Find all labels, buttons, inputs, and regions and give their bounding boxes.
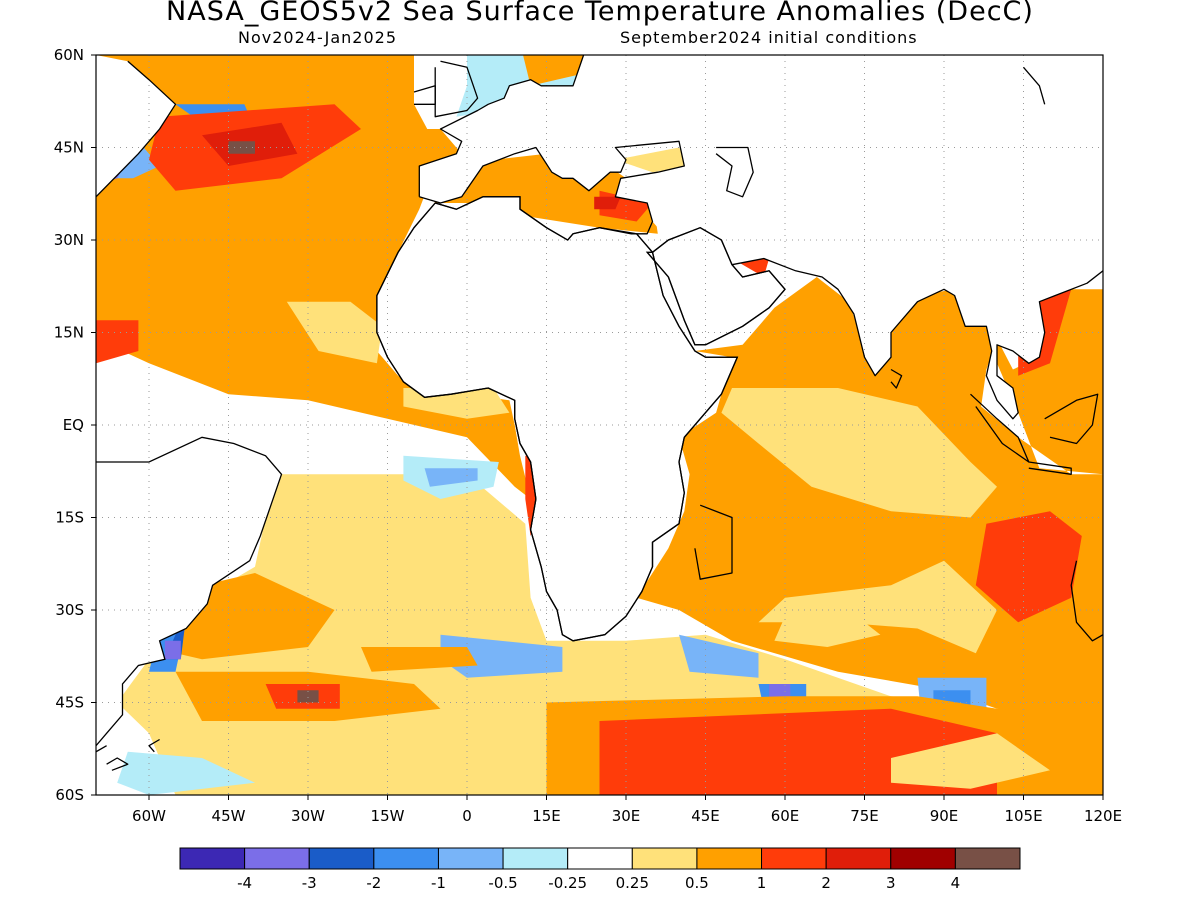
y-tick-label: 30N xyxy=(54,231,84,249)
coastline xyxy=(96,60,177,198)
coastline xyxy=(148,738,160,753)
coastline xyxy=(645,226,786,346)
coastline xyxy=(106,757,129,771)
y-tick-label: 60S xyxy=(55,786,84,804)
colorbar-label: 0.5 xyxy=(685,874,709,892)
anomaly-region xyxy=(758,560,997,654)
y-tick-label: EQ xyxy=(63,416,84,434)
anomaly-region xyxy=(975,511,1082,623)
coastline xyxy=(1070,560,1103,642)
x-tick-label: 45W xyxy=(212,807,246,825)
anomaly-region xyxy=(615,147,690,173)
x-tick-label: 105E xyxy=(1004,807,1042,825)
colorbar: -4 -3 -2 -1 -0.5 -0.25 0.25 0.5 1 2 3 4 xyxy=(179,847,1021,892)
colorbar-label: -0.25 xyxy=(548,874,587,892)
initial-conditions: September2024 initial conditions xyxy=(620,28,918,47)
x-tick-label: 120E xyxy=(1084,807,1122,825)
coastline xyxy=(1028,461,1072,475)
coastline xyxy=(413,85,436,105)
coastline xyxy=(1044,393,1099,445)
land-area xyxy=(647,227,785,345)
y-tick-label: 60N xyxy=(54,46,84,64)
land-area xyxy=(96,55,176,197)
colorbar-swatch xyxy=(502,847,569,870)
x-tick-label: 75E xyxy=(850,807,879,825)
x-tick-label: 15W xyxy=(371,807,405,825)
anomaly-region xyxy=(774,610,881,647)
colorbar-label: -3 xyxy=(302,874,317,892)
colorbar-swatch xyxy=(696,847,763,870)
longitude-axis: 60W 45W 30W 15W 0 15E 30E 45E 60E 75E 90E 105E 120E xyxy=(132,795,1122,825)
coastline xyxy=(715,146,754,198)
colorbar-swatch xyxy=(761,847,827,870)
anomaly-region xyxy=(117,751,255,795)
y-tick-label: 30S xyxy=(55,601,84,619)
coastline xyxy=(970,393,1030,463)
coastlines xyxy=(96,55,1103,771)
coastline xyxy=(96,436,283,747)
anomaly-region xyxy=(424,468,478,487)
colorbar-label: 4 xyxy=(951,874,961,892)
y-tick-label: 45N xyxy=(54,139,84,157)
anomaly-region xyxy=(286,301,383,364)
anomaly-region xyxy=(594,196,621,210)
colorbar-swatch xyxy=(437,847,504,870)
x-tick-label: 45E xyxy=(691,807,720,825)
colorbar-swatch xyxy=(567,847,633,870)
land-area xyxy=(96,437,282,746)
colorbar-label: 2 xyxy=(821,874,831,892)
anomaly-region xyxy=(164,640,181,660)
colorbar-swatch xyxy=(631,847,698,870)
anomaly-region xyxy=(440,634,563,678)
colorbar-swatch xyxy=(954,847,1021,870)
anomaly-region xyxy=(228,141,255,154)
x-tick-label: 30E xyxy=(612,807,641,825)
coastline xyxy=(434,60,479,118)
forecast-period: Nov2024-Jan2025 xyxy=(238,28,397,47)
land-area xyxy=(419,55,1103,419)
coastline xyxy=(376,196,739,642)
colorbar-label: -1 xyxy=(431,874,446,892)
x-tick-label: 0 xyxy=(462,807,472,825)
coastline xyxy=(890,368,903,389)
anomaly-region xyxy=(297,690,319,703)
colorbar-swatch xyxy=(825,847,892,870)
x-tick-label: 90E xyxy=(930,807,959,825)
y-tick-label: 15S xyxy=(55,509,84,527)
coastline xyxy=(418,55,585,197)
anomaly-region xyxy=(361,647,478,672)
anomaly-region xyxy=(721,388,997,518)
coastline xyxy=(96,745,107,753)
x-tick-label: 15E xyxy=(532,807,561,825)
map-title: NASA_GEOS5v2 Sea Surface Temperature Ano… xyxy=(166,0,1034,27)
colorbar-swatch xyxy=(890,847,956,870)
x-tick-label: 60W xyxy=(132,807,166,825)
colorbar-swatch xyxy=(373,847,439,870)
x-tick-label: 60E xyxy=(771,807,800,825)
anomaly-region xyxy=(891,733,1050,789)
colorbar-label: 1 xyxy=(757,874,767,892)
y-tick-label: 45S xyxy=(55,694,84,712)
anomaly-region xyxy=(523,55,594,86)
colorbar-label: 0.25 xyxy=(616,874,649,892)
y-tick-label: 15N xyxy=(54,324,84,342)
anomaly-region xyxy=(96,320,139,364)
coastline xyxy=(694,504,733,580)
colorbar-swatch xyxy=(244,847,310,870)
colorbar-label: -2 xyxy=(366,874,381,892)
colorbar-label: -4 xyxy=(237,874,252,892)
coastline xyxy=(1023,66,1046,105)
colorbar-swatch xyxy=(308,847,375,870)
colorbar-swatch xyxy=(179,847,246,870)
colorbar-label: -0.5 xyxy=(488,874,517,892)
coastline xyxy=(731,257,1103,420)
x-tick-label: 30W xyxy=(291,807,325,825)
anomaly-region xyxy=(679,634,759,678)
latitude-axis: 60N 45N 30N 15N EQ 15S 30S 45S 60S xyxy=(54,46,96,804)
colorbar-label: 3 xyxy=(886,874,896,892)
